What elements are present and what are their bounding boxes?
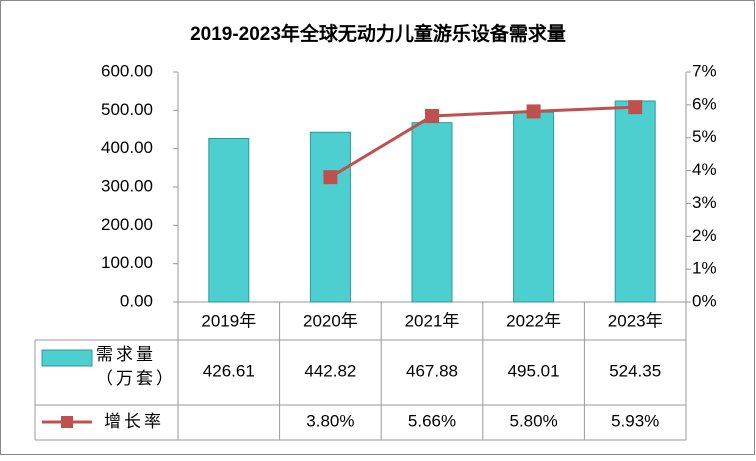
x-tick-label: 2021年	[405, 311, 460, 330]
bar	[208, 137, 250, 303]
bar	[614, 100, 656, 303]
y2-tick-label: 0%	[692, 291, 717, 310]
y2-tick-label: 5%	[692, 127, 717, 146]
table-value: 467.88	[406, 361, 458, 380]
legend-swatch	[41, 349, 93, 367]
y2-tick-label: 1%	[692, 259, 717, 278]
legend-label-box: 需求量（万套）	[96, 345, 176, 389]
table-value: 426.61	[203, 361, 255, 380]
table-value: 495.01	[508, 361, 560, 380]
y-tick-label: 0.00	[120, 291, 153, 310]
bar	[513, 111, 555, 303]
legend-marker	[61, 416, 73, 428]
table-value: 5.66%	[408, 411, 456, 430]
table-value: 5.93%	[611, 411, 659, 430]
bar	[309, 131, 351, 303]
x-tick-label: 2022年	[506, 311, 561, 330]
line	[329, 105, 636, 179]
y2-tick-label: 7%	[692, 61, 717, 80]
table-value: 442.82	[304, 361, 356, 380]
legend-label: 增长率	[104, 412, 164, 432]
y-tick-label: 100.00	[101, 253, 153, 272]
y-tick-label: 300.00	[101, 176, 153, 195]
bar	[411, 122, 453, 303]
x-tick-label: 2019年	[201, 311, 256, 330]
x-tick-label: 2020年	[303, 311, 358, 330]
marker	[628, 100, 643, 115]
y2-tick-label: 6%	[692, 94, 717, 113]
y-tick-label: 200.00	[101, 215, 153, 234]
chart-title: 2019-2023年全球无动力儿童游乐设备需求量	[190, 22, 566, 45]
y2-tick-label: 4%	[692, 160, 717, 179]
y-tick-label: 400.00	[101, 138, 153, 157]
marker	[526, 104, 541, 119]
marker	[425, 109, 439, 124]
y-tick-label: 500.00	[101, 100, 153, 119]
table-value: 5.80%	[509, 411, 557, 430]
table-value: 3.80%	[306, 411, 354, 430]
y2-tick-label: 2%	[692, 226, 717, 245]
y-tick-label: 600.00	[101, 61, 153, 80]
legend-label: 需求量（万套）	[96, 345, 176, 389]
x-tick-label: 2023年	[608, 311, 663, 330]
table-value: 524.35	[609, 361, 661, 380]
marker	[323, 170, 338, 185]
y2-tick-label: 3%	[692, 193, 717, 212]
